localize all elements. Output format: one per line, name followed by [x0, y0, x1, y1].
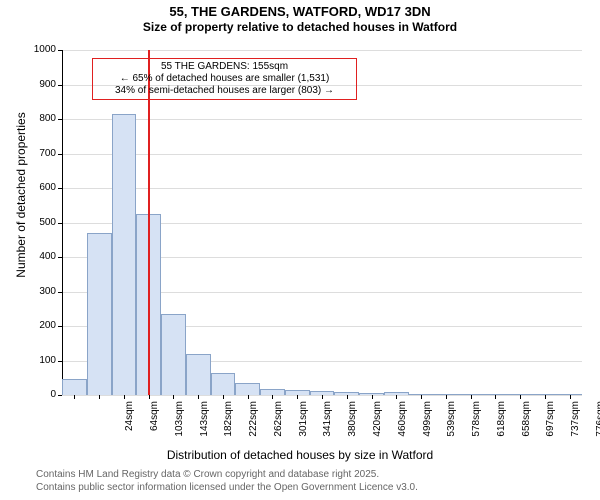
- annotation-box: 55 THE GARDENS: 155sqm← 65% of detached …: [92, 58, 357, 100]
- plot-area: 55 THE GARDENS: 155sqm← 65% of detached …: [62, 50, 582, 395]
- histogram-bar: [235, 383, 260, 395]
- x-tick-label: 737sqm: [570, 401, 581, 451]
- gridline: [62, 119, 582, 120]
- x-tick: [223, 395, 224, 399]
- histogram-bar: [186, 354, 211, 395]
- x-tick: [124, 395, 125, 399]
- footnote-line2: Contains public sector information licen…: [36, 481, 418, 494]
- y-tick-label: 300: [22, 286, 56, 297]
- x-tick-label: 380sqm: [347, 401, 358, 451]
- title-line2: Size of property relative to detached ho…: [0, 20, 600, 35]
- x-tick-label: 222sqm: [248, 401, 259, 451]
- x-tick: [545, 395, 546, 399]
- y-tick-label: 900: [22, 79, 56, 90]
- gridline: [62, 50, 582, 51]
- x-tick-label: 24sqm: [124, 401, 135, 451]
- x-tick: [173, 395, 174, 399]
- y-axis-line: [62, 50, 63, 395]
- x-tick: [471, 395, 472, 399]
- y-tick: [58, 361, 62, 362]
- y-tick-label: 800: [22, 113, 56, 124]
- histogram-bar: [161, 314, 186, 395]
- y-tick: [58, 85, 62, 86]
- x-tick-label: 420sqm: [372, 401, 383, 451]
- x-tick: [446, 395, 447, 399]
- annotation-line: 55 THE GARDENS: 155sqm: [97, 61, 352, 73]
- y-tick: [58, 154, 62, 155]
- y-tick: [58, 395, 62, 396]
- y-axis-label: Number of detached properties: [14, 70, 28, 320]
- reference-line: [148, 50, 150, 395]
- y-tick-label: 500: [22, 217, 56, 228]
- histogram-bar: [112, 114, 137, 395]
- gridline: [62, 188, 582, 189]
- x-tick-label: 499sqm: [422, 401, 433, 451]
- annotation-line: 34% of semi-detached houses are larger (…: [97, 85, 352, 97]
- chart-title: 55, THE GARDENS, WATFORD, WD17 3DN Size …: [0, 4, 600, 35]
- x-tick-label: 341sqm: [322, 401, 333, 451]
- title-line1: 55, THE GARDENS, WATFORD, WD17 3DN: [0, 4, 600, 20]
- histogram-bar: [62, 379, 87, 395]
- annotation-line: ← 65% of detached houses are smaller (1,…: [97, 73, 352, 85]
- x-tick: [74, 395, 75, 399]
- y-tick: [58, 292, 62, 293]
- x-tick-label: 103sqm: [174, 401, 185, 451]
- x-tick-label: 143sqm: [199, 401, 210, 451]
- x-tick: [297, 395, 298, 399]
- histogram-bar: [211, 373, 236, 395]
- x-tick: [198, 395, 199, 399]
- x-tick-label: 262sqm: [273, 401, 284, 451]
- histogram-bar: [87, 233, 112, 395]
- x-tick: [322, 395, 323, 399]
- x-tick: [248, 395, 249, 399]
- y-tick-label: 200: [22, 320, 56, 331]
- x-tick-label: 697sqm: [545, 401, 556, 451]
- x-tick-label: 578sqm: [471, 401, 482, 451]
- y-tick: [58, 257, 62, 258]
- x-tick: [570, 395, 571, 399]
- y-tick-label: 700: [22, 148, 56, 159]
- x-tick: [372, 395, 373, 399]
- y-tick-label: 1000: [22, 44, 56, 55]
- y-tick-label: 600: [22, 182, 56, 193]
- x-tick-label: 618sqm: [496, 401, 507, 451]
- y-tick: [58, 223, 62, 224]
- footnote-line1: Contains HM Land Registry data © Crown c…: [36, 468, 418, 481]
- gridline: [62, 154, 582, 155]
- y-tick-label: 400: [22, 251, 56, 262]
- x-tick: [421, 395, 422, 399]
- y-tick: [58, 50, 62, 51]
- x-tick: [347, 395, 348, 399]
- x-tick: [396, 395, 397, 399]
- x-tick-label: 301sqm: [298, 401, 309, 451]
- x-tick: [99, 395, 100, 399]
- x-tick-label: 776sqm: [595, 401, 600, 451]
- x-tick-label: 182sqm: [223, 401, 234, 451]
- y-tick: [58, 188, 62, 189]
- y-tick: [58, 119, 62, 120]
- x-tick: [272, 395, 273, 399]
- y-tick-label: 100: [22, 355, 56, 366]
- x-tick: [520, 395, 521, 399]
- x-tick-label: 64sqm: [149, 401, 160, 451]
- footnote: Contains HM Land Registry data © Crown c…: [36, 468, 418, 494]
- y-tick-label: 0: [22, 389, 56, 400]
- x-tick-label: 658sqm: [521, 401, 532, 451]
- x-tick-label: 539sqm: [446, 401, 457, 451]
- x-tick: [495, 395, 496, 399]
- x-tick: [149, 395, 150, 399]
- x-tick-label: 460sqm: [397, 401, 408, 451]
- y-tick: [58, 326, 62, 327]
